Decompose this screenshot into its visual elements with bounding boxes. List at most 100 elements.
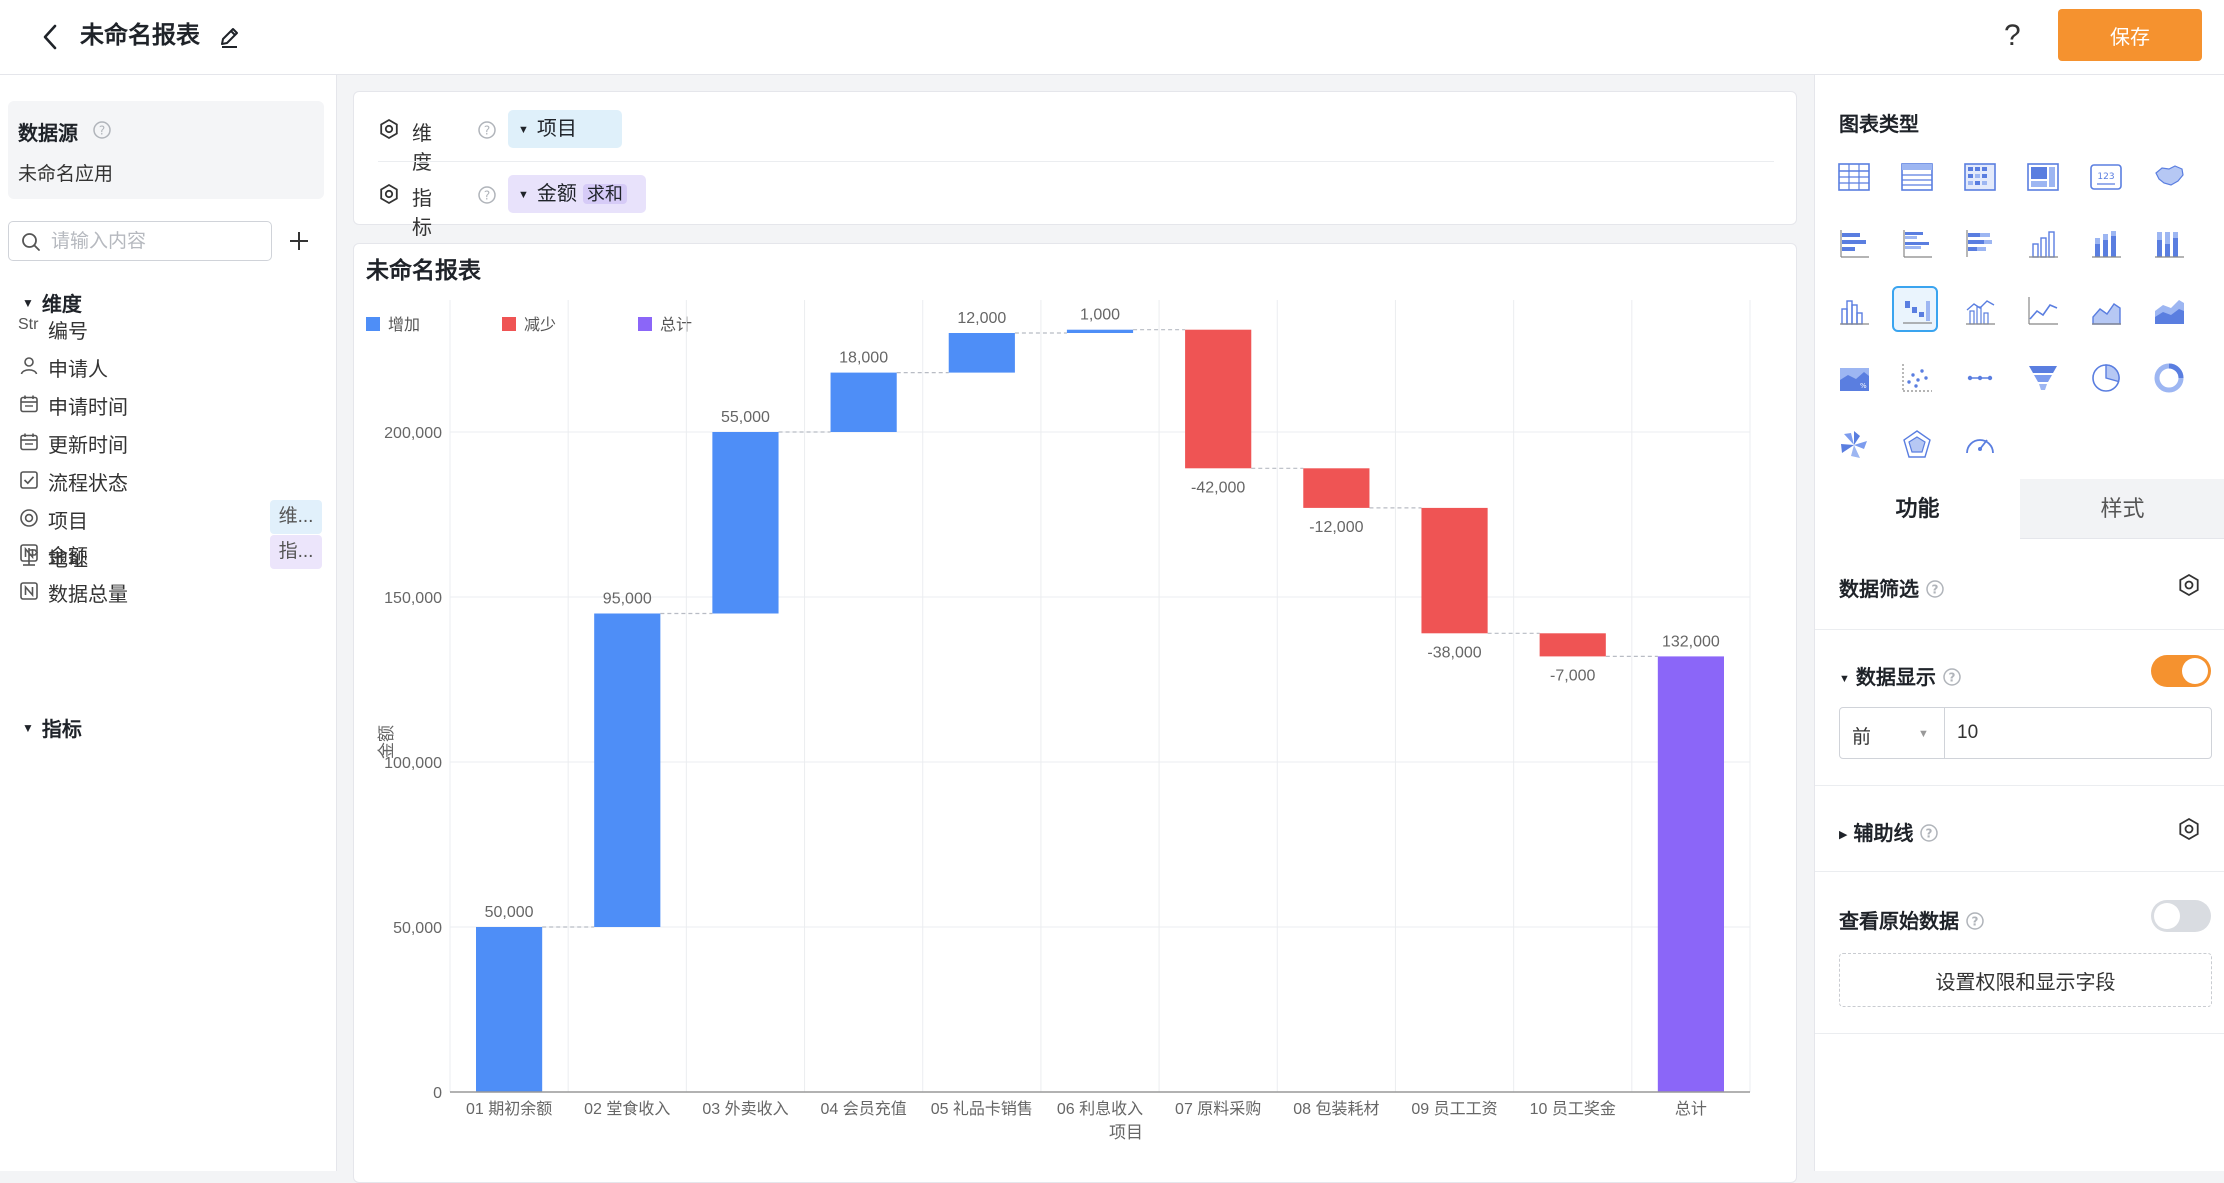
radio-icon <box>20 509 38 527</box>
radar-chart-icon[interactable] <box>1892 420 1938 466</box>
data-label: 1,000 <box>1080 307 1120 324</box>
edit-title-button[interactable] <box>214 22 244 52</box>
area-stacked-icon[interactable] <box>2144 286 2190 332</box>
svg-text:123: 123 <box>2097 172 2114 182</box>
area-percent-icon[interactable]: % <box>1829 353 1875 399</box>
field-usage-tag[interactable]: 维... <box>270 500 322 534</box>
column-percent-icon-glyph <box>2155 232 2184 258</box>
column-chart-icon[interactable] <box>2018 219 2064 265</box>
measure-section-label: 指标 <box>41 719 82 741</box>
aux-line-settings-icon[interactable] <box>2177 817 2201 841</box>
permission-settings-button[interactable]: 设置权限和显示字段 <box>1839 953 2212 1007</box>
dumbbell-chart-icon[interactable] <box>1955 353 2001 399</box>
question-circle-icon[interactable]: ? <box>1965 911 1985 931</box>
dimension-chip-project[interactable]: ▼ 项目 <box>508 110 622 148</box>
raw-data-toggle[interactable] <box>2151 900 2211 932</box>
svg-text:?: ? <box>484 124 490 138</box>
legend-label[interactable]: 增加 <box>388 316 420 334</box>
caret-down-icon: ▼ <box>518 189 529 201</box>
data-filter-settings-icon[interactable] <box>2177 573 2201 597</box>
bar-decrease[interactable] <box>1303 468 1370 508</box>
bar-decrease[interactable] <box>1539 633 1606 657</box>
legend-swatch[interactable] <box>638 317 652 331</box>
field-item[interactable]: 更新时间 <box>18 421 322 461</box>
data-display-title[interactable]: ▼ 数据显示? <box>1839 661 1962 690</box>
kpi-number-icon[interactable]: 123 <box>2081 152 2127 198</box>
tab-style[interactable]: 样式 <box>2020 479 2224 539</box>
pie-chart-icon[interactable] <box>2081 353 2127 399</box>
legend-label[interactable]: 总计 <box>660 316 692 334</box>
tab-function[interactable]: 功能 <box>1815 479 2020 539</box>
line-chart-icon[interactable] <box>2018 286 2064 332</box>
topn-mode-select[interactable]: 前 ▼ <box>1839 707 1945 759</box>
column-stacked-icon-glyph <box>2092 231 2121 258</box>
column-chart-icon-glyph <box>2029 231 2058 258</box>
field-item[interactable]: 申请人 <box>18 345 322 385</box>
question-circle-icon[interactable]: ? <box>92 120 112 140</box>
chart-bars: 50,000 95,000 55,000 18,000 12,000 1,000 -42,0… <box>476 307 1724 1092</box>
bar-stacked-horizontal-icon[interactable] <box>1955 219 2001 265</box>
field-search-box <box>8 221 272 261</box>
field-usage-tag[interactable]: 指... <box>270 535 322 569</box>
dimension-section-header[interactable]: ▼ 维度 <box>22 288 82 317</box>
bar-increase[interactable] <box>594 613 661 928</box>
svg-text:?: ? <box>1926 826 1933 840</box>
datasource-card[interactable]: 数据源 ? 未命名应用 <box>8 101 324 199</box>
aux-line-title[interactable]: ▶ 辅助线? <box>1839 817 1939 846</box>
area-chart-icon[interactable] <box>2081 286 2127 332</box>
field-item[interactable]: 项目 维... <box>18 497 322 537</box>
field-item[interactable]: Str 编号 <box>18 307 322 347</box>
aggregation-badge[interactable]: 求和 <box>582 184 627 204</box>
rose-chart-icon[interactable] <box>1829 420 1875 466</box>
line-column-icon[interactable] <box>1955 286 2001 332</box>
funnel-chart-icon[interactable] <box>2018 353 2064 399</box>
question-circle-icon[interactable]: ? <box>1925 579 1945 599</box>
bar-total[interactable] <box>1657 656 1724 1092</box>
bar-horizontal-icon[interactable] <box>1829 219 1875 265</box>
donut-chart-icon[interactable] <box>2144 353 2190 399</box>
bar-decrease[interactable] <box>1185 329 1252 469</box>
data-display-toggle[interactable] <box>2151 655 2211 687</box>
bar-increase[interactable] <box>1066 329 1134 333</box>
measure-section-header[interactable]: ▼ 指标 <box>22 713 82 742</box>
add-field-button[interactable] <box>288 225 310 259</box>
field-item[interactable]: 金额 指... <box>18 532 322 572</box>
field-item[interactable]: 申请时间 <box>18 383 322 423</box>
question-circle-icon[interactable]: ? <box>1919 823 1939 843</box>
legend-swatch[interactable] <box>502 317 516 331</box>
y-tick-label: 50,000 <box>393 920 442 937</box>
measure-chip-amount[interactable]: ▼ 金额 求和 <box>508 175 646 213</box>
pivot-table-icon[interactable] <box>1955 152 2001 198</box>
question-circle-icon[interactable]: ? <box>1942 667 1962 687</box>
bar-decrease[interactable] <box>1421 507 1488 634</box>
scatter-chart-icon[interactable] <box>1892 353 1938 399</box>
card-chart-icon[interactable] <box>2018 152 2064 198</box>
map-chart-icon[interactable] <box>2144 152 2190 198</box>
gauge-chart-icon[interactable] <box>1955 420 2001 466</box>
field-item[interactable]: 数据总量 <box>18 570 322 610</box>
topn-count-input[interactable] <box>1944 707 2212 759</box>
legend-swatch[interactable] <box>366 317 380 331</box>
waterfall-icon[interactable] <box>1892 286 1938 332</box>
help-button[interactable]: ? <box>2004 19 2021 52</box>
back-button[interactable] <box>36 18 66 56</box>
question-circle-icon[interactable]: ? <box>477 120 497 140</box>
save-button[interactable]: 保存 <box>2058 9 2202 61</box>
legend-label[interactable]: 减少 <box>524 316 556 334</box>
column-percent-icon[interactable] <box>2144 219 2190 265</box>
field-search-input[interactable] <box>49 226 263 258</box>
detail-table-icon[interactable] <box>1892 152 1938 198</box>
detail-table-icon-glyph <box>1901 163 1933 191</box>
bar-increase[interactable] <box>830 372 897 432</box>
field-item[interactable]: 流程状态 <box>18 459 322 499</box>
question-circle-icon[interactable]: ? <box>477 185 497 205</box>
bar-increase[interactable] <box>948 333 1015 373</box>
bar-grouped-horizontal-icon[interactable] <box>1892 219 1938 265</box>
bar-increase[interactable] <box>476 927 543 1092</box>
bar-increase[interactable] <box>712 432 779 614</box>
column-stacked-icon[interactable] <box>2081 219 2127 265</box>
waterfall-chart: 未命名报表 增加 减少 总计 050,000100,000150,000200,00… <box>366 257 1751 1142</box>
bar-horizontal-icon-glyph <box>1840 230 1869 258</box>
histogram-icon[interactable] <box>1829 286 1875 332</box>
table-chart-icon[interactable] <box>1829 152 1875 198</box>
